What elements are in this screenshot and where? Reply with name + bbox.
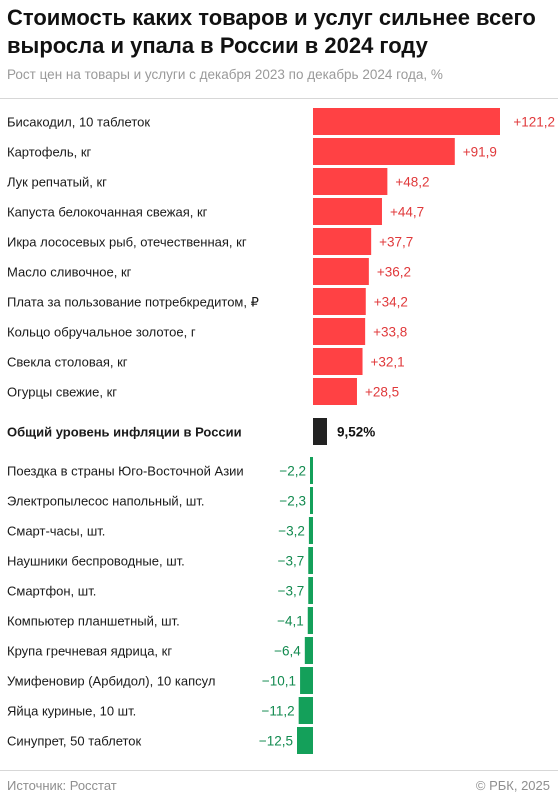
copyright-note: © РБК, 2025 — [475, 778, 550, 793]
category-label: Электропылесос напольный, шт. — [7, 494, 204, 509]
category-label: Умифеновир (Арбидол), 10 капсул — [7, 674, 215, 689]
value-label: 9,52% — [337, 425, 375, 440]
category-label: Бисакодил, 10 таблеток — [7, 115, 150, 130]
value-label: +34,2 — [374, 295, 408, 310]
value-label: −3,7 — [278, 584, 305, 599]
value-label: −12,5 — [259, 734, 293, 749]
category-label: Смарт-часы, шт. — [7, 524, 105, 539]
value-label: +44,7 — [390, 205, 424, 220]
value-label: −10,1 — [262, 674, 296, 689]
value-label: +32,1 — [371, 355, 405, 370]
chart-title: Стоимость каких товаров и услуг сильнее … — [7, 5, 536, 58]
decrease-bar — [300, 667, 313, 694]
category-label: Синупрет, 50 таблеток — [7, 734, 142, 749]
value-label: +121,2 — [513, 115, 555, 130]
category-label: Лук репчатый, кг — [7, 175, 107, 190]
decrease-bar — [310, 487, 313, 514]
decrease-bar — [308, 547, 313, 574]
value-label: +33,8 — [373, 325, 407, 340]
increase-bar — [313, 378, 357, 405]
increase-bar — [313, 318, 366, 345]
increase-bar — [313, 228, 372, 255]
value-label: +91,9 — [463, 145, 497, 160]
category-label: Свекла столовая, кг — [7, 355, 128, 370]
value-label: −3,2 — [278, 524, 305, 539]
value-label: −2,2 — [279, 464, 306, 479]
category-label: Компьютер планшетный, шт. — [7, 614, 180, 629]
value-label: +28,5 — [365, 385, 399, 400]
increase-bar — [313, 198, 382, 225]
inflation-bar — [313, 418, 327, 445]
value-label: −2,3 — [279, 494, 306, 509]
category-label: Яйца куриные, 10 шт. — [7, 704, 136, 719]
decrease-bar — [298, 697, 313, 724]
chart-subtitle: Рост цен на товары и услуги с декабря 20… — [7, 67, 443, 82]
source-note: Источник: Росстат — [7, 778, 117, 793]
value-label: +36,2 — [377, 265, 411, 280]
decrease-bar — [310, 457, 313, 484]
increase-bar — [313, 288, 366, 315]
category-label: Наушники беспроводные, шт. — [7, 554, 185, 569]
decrease-bar — [304, 637, 313, 664]
category-label: Кольцо обручальное золотое, г — [7, 325, 196, 340]
category-label: Общий уровень инфляции в России — [7, 425, 242, 440]
top-divider — [0, 98, 558, 99]
value-label: +48,2 — [395, 175, 429, 190]
increase-bar — [313, 138, 455, 165]
increase-bar — [313, 168, 388, 195]
value-label: −3,7 — [278, 554, 305, 569]
bottom-divider — [0, 770, 558, 771]
category-label: Крупа гречневая ядрица, кг — [7, 644, 172, 659]
increase-bar — [313, 258, 369, 285]
value-label: +37,7 — [379, 235, 413, 250]
category-label: Огурцы свежие, кг — [7, 385, 117, 400]
category-label: Картофель, кг — [7, 145, 92, 160]
category-label: Икра лососевых рыб, отечественная, кг — [7, 235, 247, 250]
increase-bar — [313, 348, 363, 375]
value-label: −4,1 — [277, 614, 304, 629]
decrease-bar — [297, 727, 313, 754]
category-label: Масло сливочное, кг — [7, 265, 132, 280]
value-label: −6,4 — [274, 644, 301, 659]
value-label: −11,2 — [261, 704, 294, 719]
increase-bar — [313, 108, 500, 135]
decrease-bar — [308, 517, 313, 544]
decrease-bar — [307, 607, 313, 634]
category-label: Поездка в страны Юго-Восточной Азии — [7, 464, 244, 479]
category-label: Плата за пользование потребкредитом, ₽ — [7, 295, 259, 310]
category-label: Капуста белокочанная свежая, кг — [7, 205, 208, 220]
decrease-bar — [308, 577, 313, 604]
category-label: Смартфон, шт. — [7, 584, 96, 599]
